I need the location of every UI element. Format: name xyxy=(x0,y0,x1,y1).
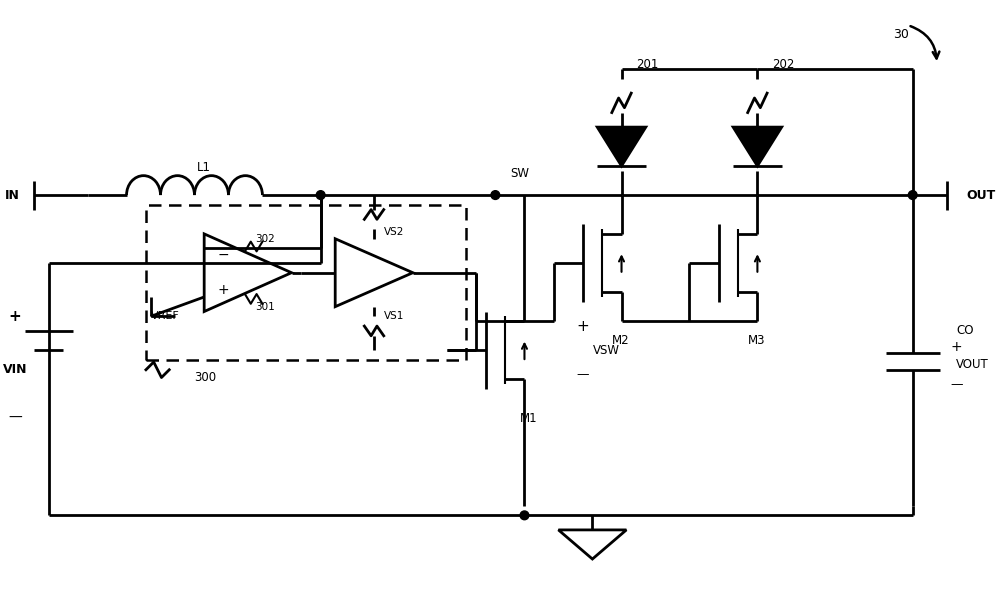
Text: +: + xyxy=(9,309,21,324)
Text: M1: M1 xyxy=(520,412,537,425)
Text: IN: IN xyxy=(5,189,20,201)
Circle shape xyxy=(491,191,500,200)
Text: VIN: VIN xyxy=(3,363,27,377)
Text: —: — xyxy=(950,378,963,391)
Text: 301: 301 xyxy=(256,302,275,311)
Circle shape xyxy=(908,191,917,200)
Text: +: + xyxy=(576,318,589,333)
Text: OUT: OUT xyxy=(966,189,995,201)
Text: L1: L1 xyxy=(197,162,211,175)
Text: —: — xyxy=(576,368,589,381)
Text: 302: 302 xyxy=(256,234,275,244)
Text: VSW: VSW xyxy=(592,344,619,357)
Text: VS1: VS1 xyxy=(384,311,404,321)
Circle shape xyxy=(520,511,529,520)
Text: SW: SW xyxy=(510,167,529,180)
Text: M2: M2 xyxy=(612,334,629,347)
Text: VOUT: VOUT xyxy=(956,358,989,371)
Text: +: + xyxy=(218,283,229,297)
Text: 300: 300 xyxy=(194,371,217,384)
Circle shape xyxy=(316,191,325,200)
Text: M3: M3 xyxy=(748,334,765,347)
Text: −: − xyxy=(218,248,229,262)
Text: VS2: VS2 xyxy=(384,227,404,237)
Text: CO: CO xyxy=(956,324,974,337)
Text: VREF: VREF xyxy=(151,311,180,321)
Text: —: — xyxy=(8,411,22,425)
Text: 202: 202 xyxy=(772,57,794,70)
Text: +: + xyxy=(951,340,962,355)
Polygon shape xyxy=(597,127,646,166)
Polygon shape xyxy=(733,127,782,166)
Text: 201: 201 xyxy=(636,57,658,70)
Text: 30: 30 xyxy=(893,28,909,41)
